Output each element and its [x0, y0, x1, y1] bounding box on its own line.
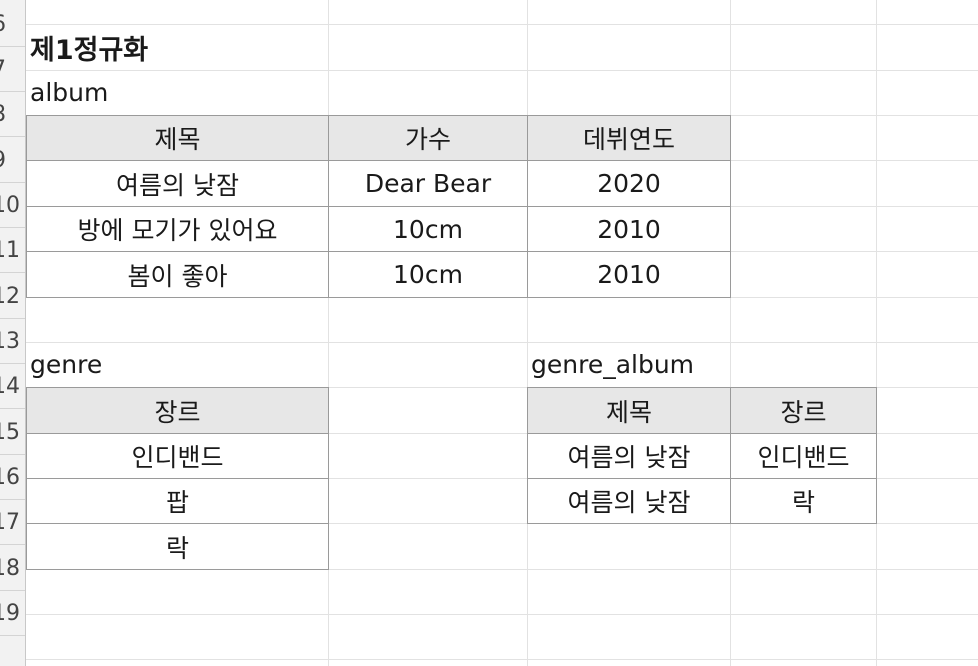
genre-cell[interactable]: 팝: [26, 478, 329, 524]
gridline: [328, 0, 329, 666]
row-number[interactable]: 8: [0, 92, 25, 137]
gridline: [26, 433, 978, 434]
genre-album-cell[interactable]: 인디밴드: [730, 433, 877, 479]
album-cell[interactable]: 여름의 낮잠: [26, 160, 329, 207]
gridline: [527, 0, 528, 666]
album-header-singer[interactable]: 가수: [328, 115, 528, 161]
row-number[interactable]: 17: [0, 500, 25, 545]
row-number[interactable]: 15: [0, 410, 25, 455]
row-number[interactable]: 13: [0, 319, 25, 364]
gridline: [876, 0, 877, 666]
genre-album-header-title[interactable]: 제목: [527, 387, 731, 434]
album-cell[interactable]: 2010: [527, 206, 731, 252]
album-cell[interactable]: 10cm: [328, 206, 528, 252]
genre-album-cell[interactable]: 여름의 낮잠: [527, 433, 731, 479]
album-cell[interactable]: 10cm: [328, 251, 528, 298]
gridline: [26, 614, 978, 615]
gridline: [26, 70, 978, 71]
row-number[interactable]: 10: [0, 183, 25, 228]
row-number[interactable]: 19: [0, 591, 25, 636]
row-number[interactable]: 6: [0, 2, 25, 47]
row-number[interactable]: 12: [0, 274, 25, 319]
album-cell[interactable]: 2010: [527, 251, 731, 298]
row-number[interactable]: 11: [0, 228, 25, 273]
genre-table-name[interactable]: genre: [30, 350, 103, 379]
gridline: [26, 478, 978, 479]
genre-album-cell[interactable]: 여름의 낮잠: [527, 478, 731, 524]
album-cell[interactable]: 방에 모기가 있어요: [26, 206, 329, 252]
sheet-title[interactable]: 제1정규화: [30, 35, 149, 66]
genre-cell[interactable]: 인디밴드: [26, 433, 329, 479]
genre-cell[interactable]: 락: [26, 523, 329, 570]
genre-album-cell[interactable]: 락: [730, 478, 877, 524]
album-cell[interactable]: Dear Bear: [328, 160, 528, 207]
genre-header[interactable]: 장르: [26, 387, 329, 434]
album-header-debut-year[interactable]: 데뷔연도: [527, 115, 731, 161]
album-table-name[interactable]: album: [30, 78, 109, 107]
album-cell[interactable]: 봄이 좋아: [26, 251, 329, 298]
row-number[interactable]: 14: [0, 364, 25, 409]
genre-album-header-genre[interactable]: 장르: [730, 387, 877, 434]
row-number[interactable]: 9: [0, 138, 25, 183]
row-number[interactable]: 16: [0, 455, 25, 500]
album-cell[interactable]: 2020: [527, 160, 731, 207]
album-header-title[interactable]: 제목: [26, 115, 329, 161]
genre-album-table-name[interactable]: genre_album: [531, 350, 695, 379]
spreadsheet-grid[interactable]: 제1정규화 album 제목 가수 데뷔연도 여름의 낮잠 Dear Bear …: [26, 0, 978, 666]
gridline: [26, 387, 978, 388]
gridline: [26, 24, 978, 25]
gridline: [26, 523, 978, 524]
row-header-column: 6 7 8 9 10 11 12 13 14 15 16 17 18 19: [0, 0, 26, 666]
gridline: [26, 569, 978, 570]
gridline: [26, 659, 978, 660]
gridline: [26, 342, 978, 343]
row-number[interactable]: 18: [0, 546, 25, 591]
row-number[interactable]: 7: [0, 47, 25, 92]
gridline: [730, 0, 731, 666]
